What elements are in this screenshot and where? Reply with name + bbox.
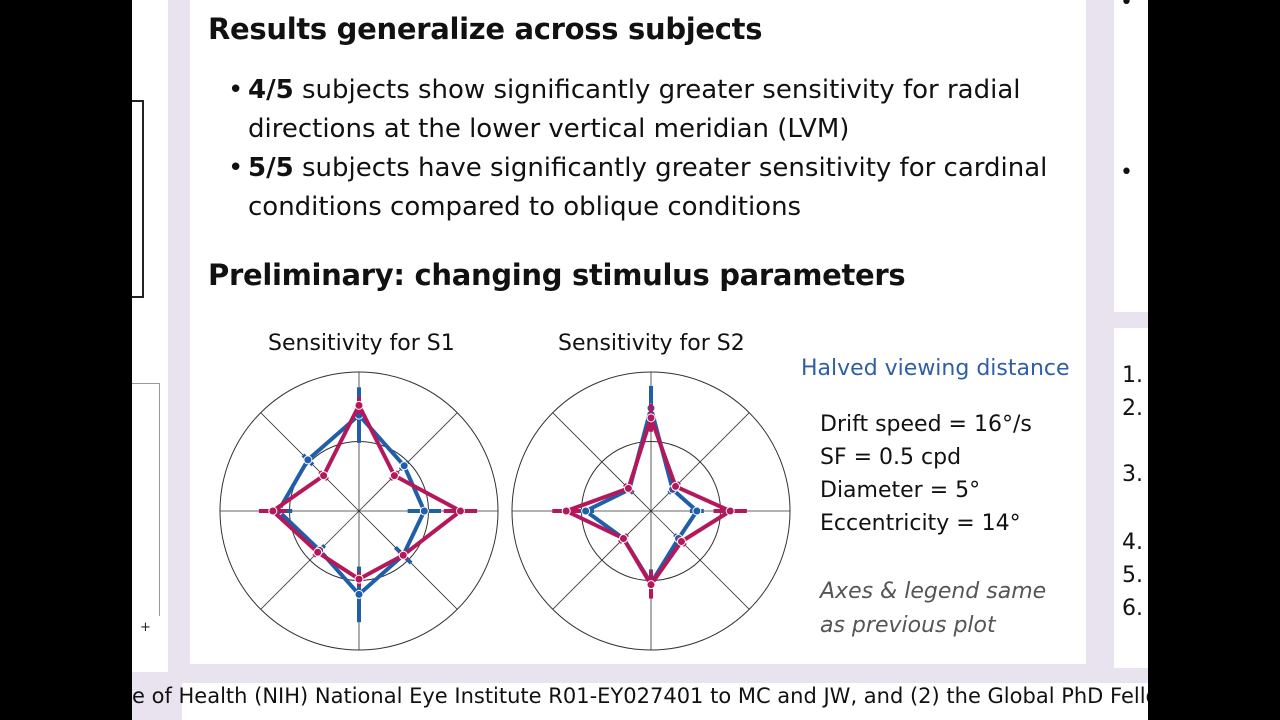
- polar-spoke: [552, 412, 652, 512]
- data-point: [671, 481, 681, 491]
- data-point: [399, 461, 409, 471]
- data-point: [354, 589, 364, 599]
- polar-spoke: [650, 412, 750, 512]
- data-point: [354, 400, 364, 410]
- note-line: as previous plot: [820, 613, 996, 638]
- data-point: [398, 550, 408, 560]
- data-point: [354, 574, 364, 584]
- bullet-dot: •: [228, 75, 244, 105]
- sensitivity-series-line: [270, 403, 463, 582]
- data-point: [646, 413, 656, 423]
- footer-acknowledgment: e of Health (NIH) National Eye Institute…: [132, 684, 1148, 708]
- data-point: [561, 506, 571, 516]
- data-point: [692, 506, 702, 516]
- param-diameter: Diameter = 5°: [820, 478, 981, 503]
- bullet-text: subjects show significantly greater sens…: [248, 75, 1021, 144]
- left-panel-plot-axis: [132, 383, 160, 616]
- data-point: [455, 506, 465, 516]
- polar-spoke: [552, 510, 652, 610]
- right-bullet-dot: •: [1120, 160, 1133, 185]
- data-point: [313, 547, 323, 557]
- data-point: [303, 455, 313, 465]
- data-point: [268, 506, 278, 516]
- note-line: Axes & legend same: [820, 579, 1047, 604]
- polar-chart-s2: [511, 371, 791, 651]
- condition-label: Halved viewing distance: [801, 356, 1070, 381]
- polar-chart-s1: [219, 371, 499, 651]
- right-list-number: 6.: [1122, 596, 1143, 621]
- polar-spoke: [260, 510, 360, 610]
- sensitivity-series-line: [583, 406, 699, 586]
- right-bullet-dot: •: [1120, 0, 1133, 15]
- data-point: [389, 471, 399, 481]
- data-point: [319, 471, 329, 481]
- data-point: [676, 536, 686, 546]
- data-point: [623, 483, 633, 493]
- data-point: [419, 506, 429, 516]
- polar-spoke: [650, 510, 750, 610]
- slide-title-preliminary: Preliminary: changing stimulus parameter…: [208, 258, 906, 292]
- slide-title-results: Results generalize across subjects: [208, 12, 763, 46]
- right-panel-inner-bottom: [1114, 328, 1148, 668]
- left-panel-figure-frame: [132, 100, 144, 298]
- bullet-dot: •: [228, 153, 244, 183]
- right-list-number: 1.: [1122, 363, 1143, 388]
- param-drift-speed: Drift speed = 16°/s: [820, 412, 1032, 437]
- center-panel-inner: [190, 0, 1086, 664]
- data-point: [581, 506, 591, 516]
- right-list-number: 3.: [1122, 462, 1143, 487]
- slide-stage: + Results generalize across subjects • 4/…: [132, 0, 1148, 720]
- chart-title-s1: Sensitivity for S1: [268, 331, 455, 356]
- bullet-bold: 5/5: [248, 153, 294, 183]
- bullet-item: • 5/5 subjects have significantly greater…: [228, 149, 1068, 227]
- data-point: [646, 580, 656, 590]
- left-panel-plus-icon: +: [140, 620, 151, 635]
- right-list-number: 2.: [1122, 396, 1143, 421]
- sensitivity-series-line: [564, 415, 733, 587]
- data-point: [725, 506, 735, 516]
- param-eccentricity: Eccentricity = 14°: [820, 511, 1021, 536]
- bullet-text: subjects have significantly greater sens…: [248, 153, 1048, 222]
- right-list-number: 5.: [1122, 563, 1143, 588]
- right-panel-inner-top: [1114, 0, 1148, 312]
- data-point: [618, 534, 628, 544]
- chart-title-s2: Sensitivity for S2: [558, 331, 745, 356]
- param-spatial-frequency: SF = 0.5 cpd: [820, 445, 962, 470]
- right-list-number: 4.: [1122, 530, 1143, 555]
- bullet-bold: 4/5: [248, 75, 294, 105]
- bullet-item: • 4/5 subjects show significantly greater…: [228, 71, 1068, 149]
